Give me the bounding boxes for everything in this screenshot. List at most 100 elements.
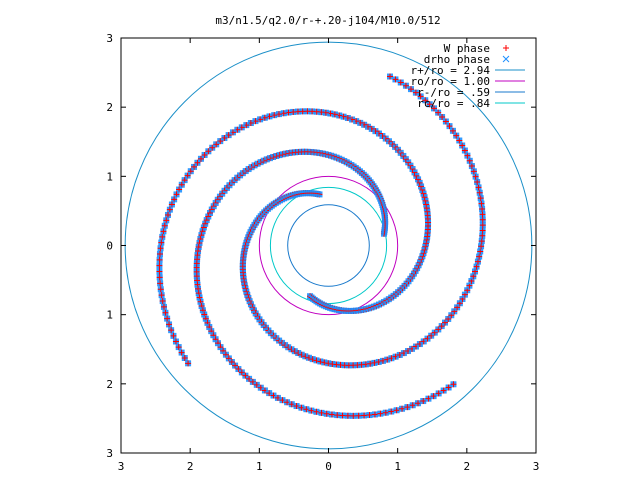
w-phase-point bbox=[479, 222, 486, 229]
data-point bbox=[461, 147, 468, 154]
data-point bbox=[217, 138, 224, 145]
data-point bbox=[162, 309, 169, 316]
w-phase-point bbox=[475, 184, 482, 191]
w-phase-point bbox=[221, 135, 228, 142]
data-point bbox=[445, 384, 452, 391]
data-point bbox=[440, 387, 447, 394]
data-point bbox=[435, 326, 442, 333]
w-phase-point bbox=[430, 393, 437, 400]
w-phase-point bbox=[393, 407, 400, 414]
w-phase-point bbox=[225, 355, 232, 362]
w-phase-point bbox=[166, 206, 173, 213]
w-phase-point bbox=[164, 211, 171, 218]
data-point bbox=[366, 412, 373, 419]
w-phase-point bbox=[382, 409, 389, 416]
w-phase-point bbox=[407, 86, 414, 93]
w-phase-point bbox=[450, 381, 457, 388]
radius-circle bbox=[258, 175, 399, 316]
data-point bbox=[466, 157, 473, 164]
data-point bbox=[213, 141, 220, 148]
data-point bbox=[431, 329, 438, 336]
w-phase-point bbox=[156, 268, 163, 275]
data-point bbox=[477, 195, 484, 202]
w-phase-point bbox=[479, 205, 486, 212]
w-phase-point bbox=[366, 412, 373, 419]
w-phase-point bbox=[344, 412, 351, 419]
data-point bbox=[339, 412, 346, 419]
data-point bbox=[478, 243, 485, 250]
w-phase-point bbox=[168, 201, 175, 208]
data-point bbox=[456, 137, 463, 144]
data-point bbox=[478, 200, 485, 207]
w-phase-point bbox=[456, 137, 463, 144]
w-phase-point bbox=[397, 79, 404, 86]
w-phase-point bbox=[468, 163, 475, 170]
data-point bbox=[392, 76, 399, 83]
data-point bbox=[350, 412, 357, 419]
w-phase-point bbox=[178, 349, 185, 356]
x-tick-label: 2 bbox=[464, 460, 471, 473]
w-phase-point bbox=[308, 407, 315, 414]
w-phase-point bbox=[156, 274, 163, 281]
w-phase-point bbox=[242, 372, 249, 379]
w-phase-point bbox=[328, 411, 335, 418]
w-phase-point bbox=[339, 412, 346, 419]
data-point bbox=[166, 321, 173, 328]
data-point bbox=[156, 251, 163, 258]
w-phase-point bbox=[388, 408, 395, 415]
data-point bbox=[157, 286, 164, 293]
w-phase-point bbox=[415, 400, 422, 407]
data-point bbox=[426, 101, 433, 108]
data-point bbox=[431, 105, 438, 112]
w-phase-point bbox=[164, 315, 171, 322]
w-phase-point bbox=[409, 402, 416, 409]
data-point bbox=[328, 411, 335, 418]
w-phase-point bbox=[168, 327, 175, 334]
w-phase-point bbox=[439, 114, 446, 121]
w-phase-point bbox=[466, 157, 473, 164]
data-point bbox=[171, 196, 178, 203]
y-tick-label: 0 bbox=[106, 240, 113, 253]
data-point bbox=[168, 201, 175, 208]
w-phase-point bbox=[228, 359, 235, 366]
data-point bbox=[417, 93, 424, 100]
w-phase-point bbox=[478, 200, 485, 207]
data-point bbox=[175, 344, 182, 351]
data-point bbox=[475, 184, 482, 191]
data-point bbox=[172, 338, 179, 345]
data-point bbox=[438, 323, 445, 330]
legend-marker bbox=[503, 45, 509, 51]
data-point bbox=[158, 292, 165, 299]
data-point bbox=[476, 189, 483, 196]
data-point bbox=[435, 109, 442, 116]
w-phase-point bbox=[158, 239, 165, 246]
data-point bbox=[407, 86, 414, 93]
data-point bbox=[170, 332, 177, 339]
data-point bbox=[464, 152, 471, 159]
w-phase-point bbox=[440, 387, 447, 394]
data-point bbox=[439, 114, 446, 121]
w-phase-point bbox=[431, 105, 438, 112]
data-point bbox=[246, 375, 253, 382]
legend-label: drho phase bbox=[424, 53, 490, 66]
data-point bbox=[159, 298, 166, 305]
w-phase-point bbox=[318, 409, 325, 416]
data-point bbox=[479, 232, 486, 239]
w-phase-point bbox=[158, 292, 165, 299]
data-point bbox=[387, 73, 394, 80]
data-point bbox=[442, 319, 449, 326]
w-phase-point bbox=[474, 178, 481, 185]
w-phase-point bbox=[157, 280, 164, 287]
radius-circle bbox=[287, 204, 370, 287]
w-phase-point bbox=[350, 412, 357, 419]
w-phase-point bbox=[232, 362, 239, 369]
w-phase-point bbox=[323, 410, 330, 417]
w-phase-point bbox=[159, 233, 166, 240]
w-phase-point bbox=[161, 222, 168, 229]
w-phase-point bbox=[479, 216, 486, 223]
data-point bbox=[232, 362, 239, 369]
w-phase-point bbox=[404, 404, 411, 411]
w-phase-point bbox=[435, 109, 442, 116]
w-phase-point bbox=[417, 93, 424, 100]
